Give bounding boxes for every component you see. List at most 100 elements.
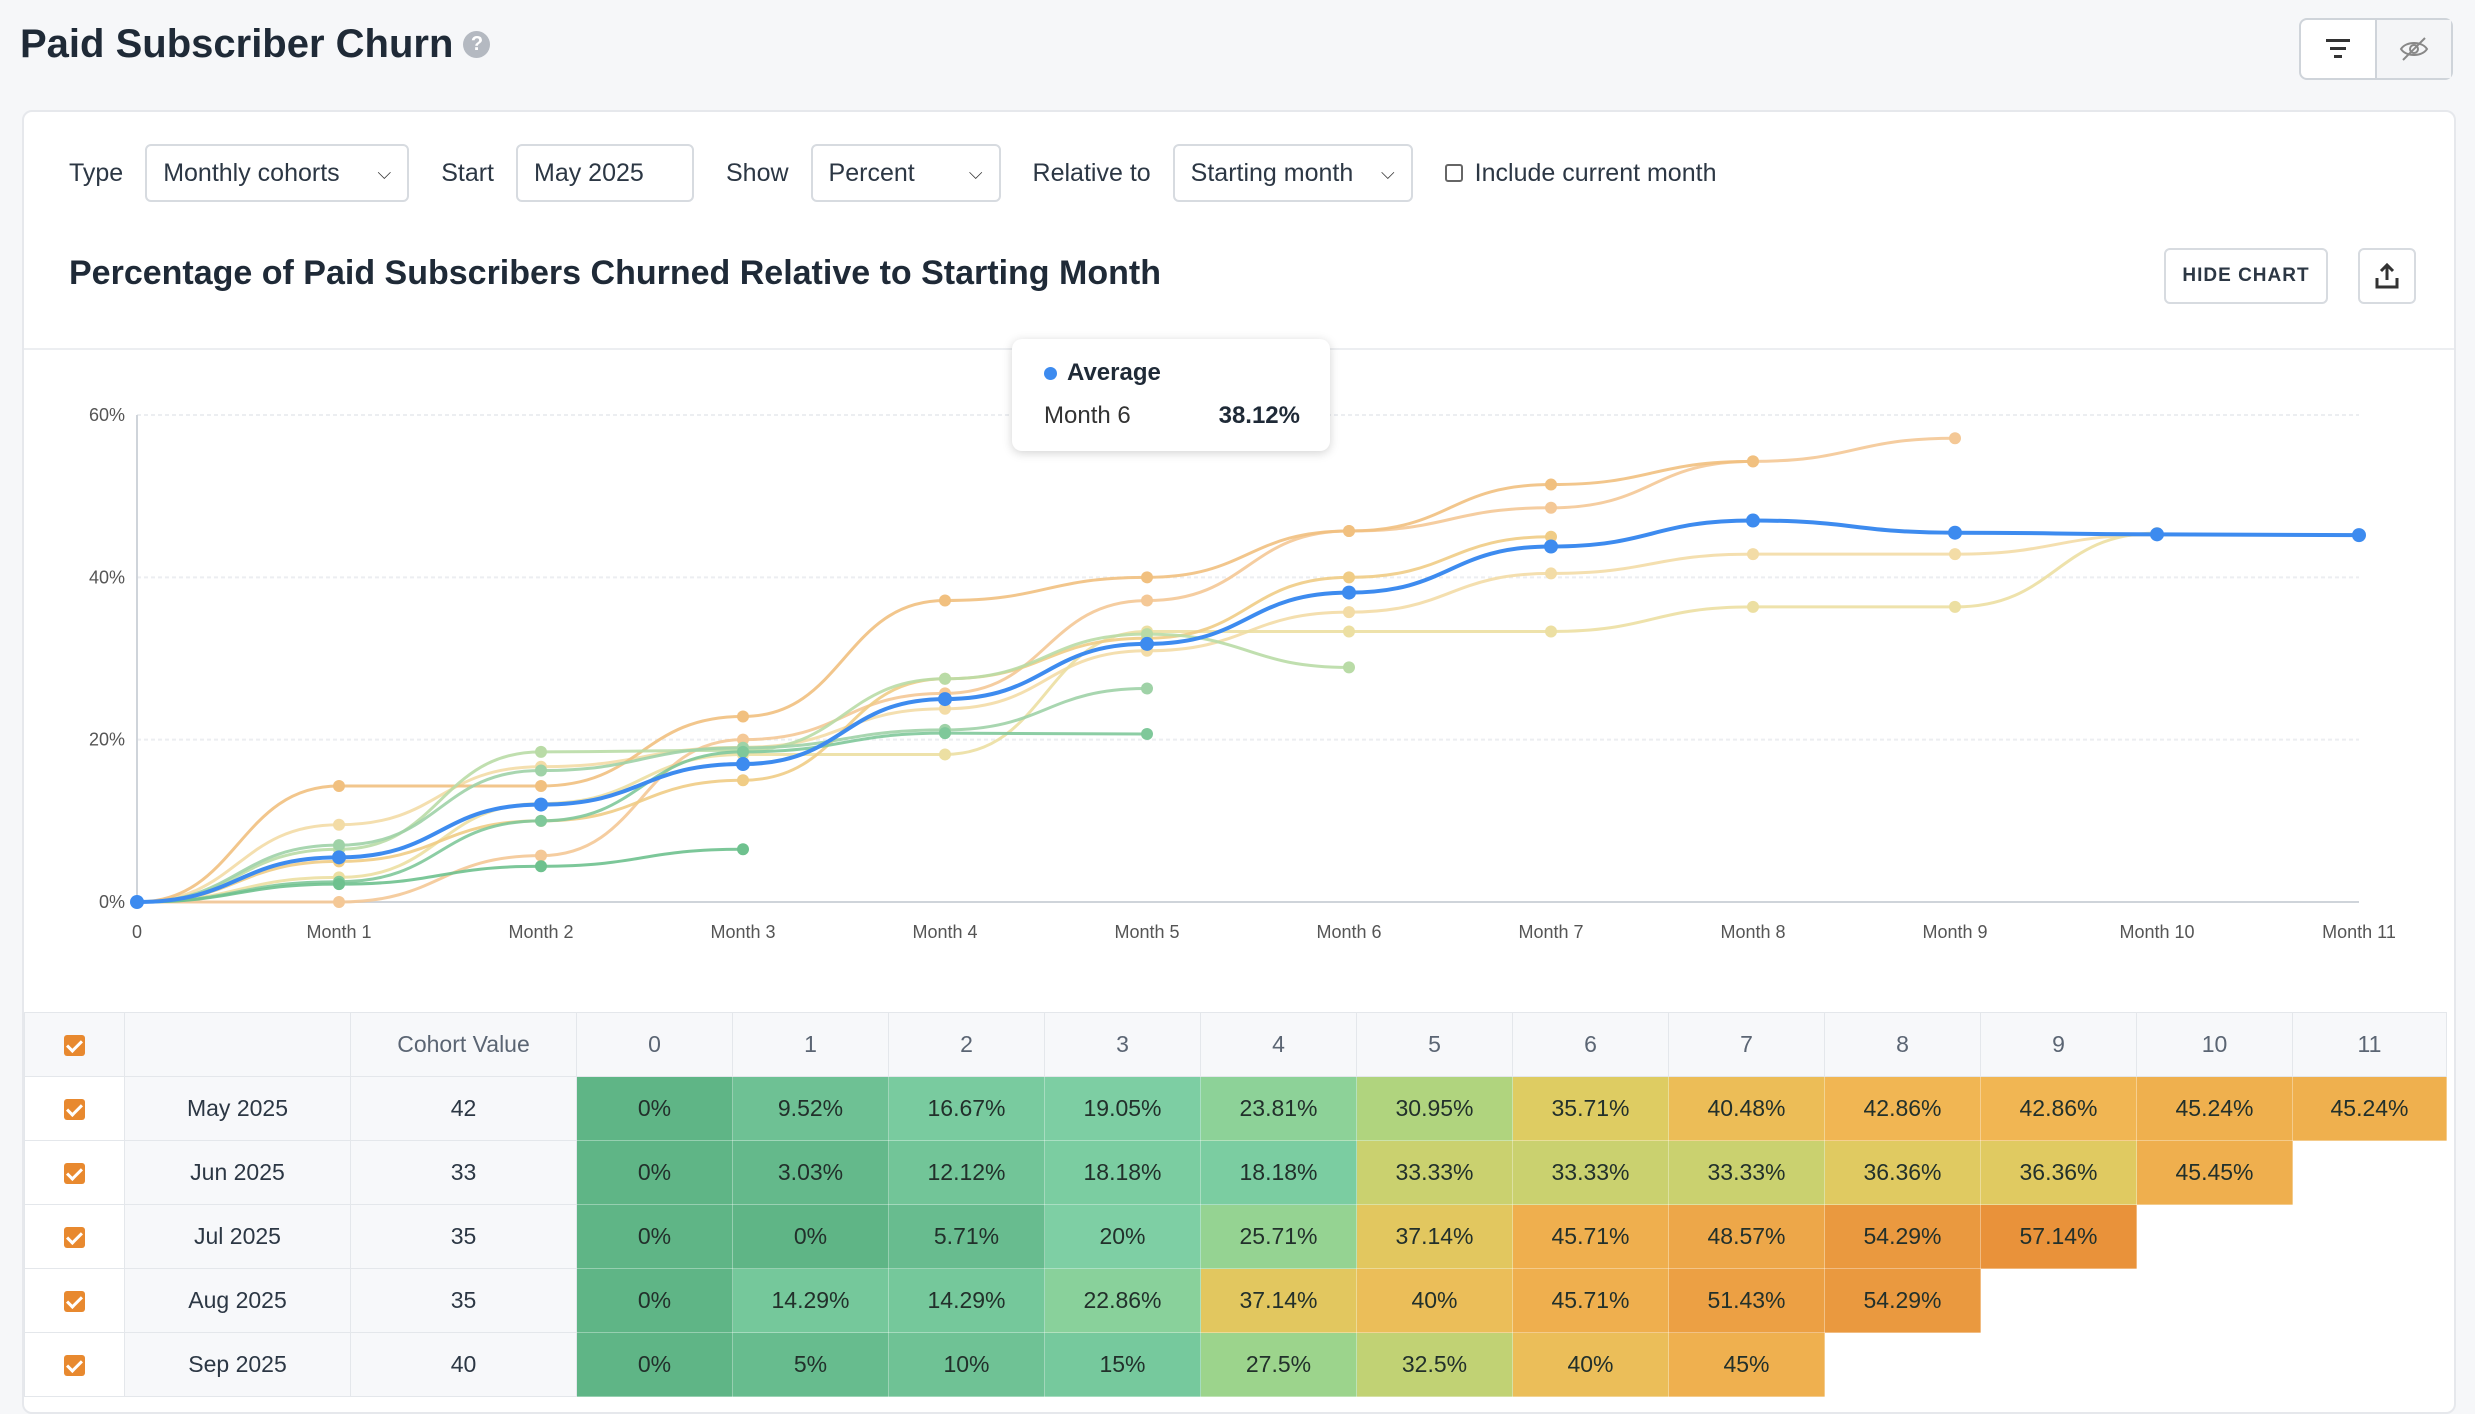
row-checkbox[interactable] — [64, 1227, 85, 1249]
column-header: 8 — [1824, 1012, 1981, 1077]
empty-cell — [1824, 1332, 1981, 1397]
column-header: 1 — [732, 1012, 889, 1077]
select-all-checkbox[interactable] — [64, 1035, 85, 1057]
cohort-table: Cohort Value 0 1 2 3 4 5 6 7 8 9 10 11 May 2025 42 0% 9.… — [24, 1012, 2454, 1397]
top-button-group — [2299, 18, 2453, 80]
cohort-series-line — [136, 531, 2158, 904]
hide-chart-button[interactable]: HIDE CHART — [2164, 248, 2328, 304]
page-title-text: Paid Subscriber Churn — [20, 22, 454, 66]
cohort-value: 35 — [350, 1268, 577, 1333]
cohort-point — [535, 814, 547, 827]
churn-cell: 57.14% — [1980, 1204, 2137, 1269]
churn-cell: 36.36% — [1980, 1140, 2137, 1205]
churn-cell: 0% — [576, 1204, 733, 1269]
cohort-point — [1141, 727, 1153, 740]
cohort-point — [939, 748, 951, 761]
average-point — [938, 692, 952, 707]
show-select[interactable]: Percent ⌵ — [810, 144, 1001, 202]
churn-cell: 0% — [732, 1204, 889, 1269]
column-header: 11 — [2292, 1012, 2447, 1077]
churn-cell: 40% — [1512, 1332, 1669, 1397]
row-checkbox-cell[interactable] — [24, 1268, 125, 1333]
x-tick-label: Month 2 — [508, 922, 573, 942]
churn-cell: 5.71% — [888, 1204, 1045, 1269]
cohort-point — [333, 896, 345, 908]
row-checkbox[interactable] — [64, 1163, 85, 1185]
filter-button[interactable] — [2301, 20, 2375, 78]
churn-cell: 45.71% — [1512, 1204, 1669, 1269]
row-checkbox[interactable] — [64, 1355, 85, 1377]
churn-cell: 25.71% — [1200, 1204, 1357, 1269]
chevron-down-icon: ⌵ — [968, 162, 983, 183]
row-checkbox-cell[interactable] — [24, 1140, 125, 1205]
cohort-point — [1747, 600, 1759, 613]
row-checkbox[interactable] — [64, 1099, 85, 1121]
filter-bar: Type Monthly cohorts ⌵ Start May 2025 Sh… — [69, 142, 1716, 204]
average-point — [1746, 513, 1760, 528]
churn-cell: 33.33% — [1512, 1140, 1669, 1205]
y-tick-label: 20% — [89, 730, 125, 750]
chart-title: Percentage of Paid Subscribers Churned R… — [69, 254, 1161, 292]
average-point — [130, 895, 144, 909]
churn-cell: 5% — [732, 1332, 889, 1397]
cohort-series-line — [136, 731, 1148, 904]
cohort-point — [737, 843, 749, 856]
cohort-series-line — [136, 687, 1148, 904]
x-tick-label: Month 3 — [710, 922, 775, 942]
export-button[interactable] — [2358, 248, 2416, 304]
churn-cell: 42.86% — [1980, 1076, 2137, 1141]
column-header: 3 — [1044, 1012, 1201, 1077]
cohort-point — [535, 860, 547, 873]
table-row: Jul 2025 35 0% 0% 5.71% 20% 25.71% 37.14% 45.71%… — [24, 1204, 2447, 1269]
churn-cell: 22.86% — [1044, 1268, 1201, 1333]
series-dot — [1044, 366, 1057, 380]
cohort-point — [939, 672, 951, 685]
churn-cell: 35.71% — [1512, 1076, 1669, 1141]
average-point — [2352, 528, 2366, 543]
cohort-point — [1141, 594, 1153, 607]
churn-cell: 12.12% — [888, 1140, 1045, 1205]
cohort-point — [1545, 625, 1557, 638]
relative-select-value: Starting month — [1190, 158, 1354, 187]
select-all-checkbox-cell[interactable] — [24, 1012, 125, 1077]
empty-cell — [2292, 1140, 2447, 1205]
churn-cell: 40% — [1356, 1268, 1513, 1333]
churn-cell: 10% — [888, 1332, 1045, 1397]
table-header-row: Cohort Value 0 1 2 3 4 5 6 7 8 9 10 11 — [24, 1012, 2447, 1077]
include-current-checkbox[interactable] — [1444, 164, 1463, 182]
hide-button[interactable] — [2375, 20, 2451, 78]
churn-cell: 33.33% — [1356, 1140, 1513, 1205]
cohort-point — [333, 818, 345, 831]
include-current-label: Include current month — [1474, 158, 1717, 187]
column-header: 10 — [2136, 1012, 2293, 1077]
x-tick-label: Month 4 — [912, 922, 977, 942]
cohort-point — [1343, 606, 1355, 619]
report-card: Type Monthly cohorts ⌵ Start May 2025 Sh… — [22, 110, 2456, 1414]
churn-cell: 54.29% — [1824, 1268, 1981, 1333]
row-checkbox[interactable] — [64, 1291, 85, 1313]
row-checkbox-cell[interactable] — [24, 1204, 125, 1269]
churn-cell: 32.5% — [1356, 1332, 1513, 1397]
cohort-point — [1343, 524, 1355, 537]
table-row: Sep 2025 40 0% 5% 10% 15% 27.5% 32.5% 40% 45% — [24, 1332, 2447, 1397]
row-checkbox-cell[interactable] — [24, 1332, 125, 1397]
help-icon[interactable]: ? — [463, 31, 491, 58]
start-input-value: May 2025 — [534, 158, 644, 187]
row-checkbox-cell[interactable] — [24, 1076, 125, 1141]
churn-cell: 37.14% — [1356, 1204, 1513, 1269]
start-input[interactable]: May 2025 — [516, 144, 694, 202]
column-header: 2 — [888, 1012, 1045, 1077]
empty-cell — [2136, 1204, 2293, 1269]
cohort-point — [1141, 682, 1153, 695]
show-select-value: Percent — [828, 158, 915, 187]
type-select[interactable]: Monthly cohorts ⌵ — [145, 144, 410, 202]
table-row: Aug 2025 35 0% 14.29% 14.29% 22.86% 37.14% 40% 4… — [24, 1268, 2447, 1333]
cohort-name: Aug 2025 — [124, 1268, 351, 1333]
churn-cell: 16.67% — [888, 1076, 1045, 1141]
y-tick-label: 60% — [89, 405, 125, 425]
cohort-column-header — [124, 1012, 351, 1077]
relative-select[interactable]: Starting month ⌵ — [1172, 144, 1413, 202]
page-title: Paid Subscriber Churn ? — [20, 22, 491, 67]
x-tick-label: Month 7 — [1518, 922, 1583, 942]
empty-cell — [2136, 1332, 2293, 1397]
